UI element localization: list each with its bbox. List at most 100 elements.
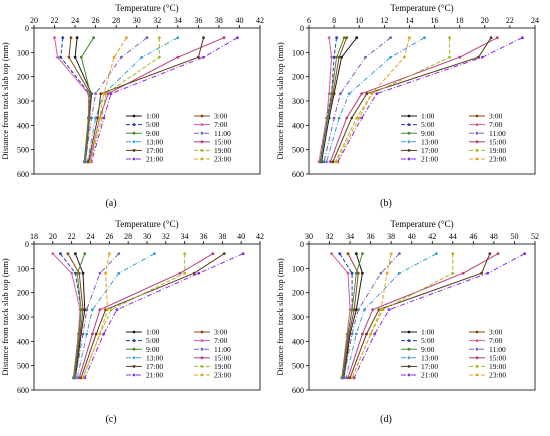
legend-label: 13:00	[421, 353, 438, 362]
legend-swatch-marker	[132, 347, 136, 351]
data-point	[73, 55, 77, 59]
data-point	[360, 116, 364, 120]
legend-swatch-marker	[200, 347, 204, 351]
legend-item: 13:00	[401, 137, 438, 146]
legend-label: 13:00	[421, 137, 438, 146]
data-point	[361, 271, 364, 275]
data-point	[92, 36, 95, 40]
x-tick-label: 30	[133, 16, 141, 25]
series-line	[84, 37, 148, 162]
series-23:00	[81, 252, 111, 380]
legend-swatch-marker	[475, 373, 479, 377]
data-point	[79, 55, 83, 59]
series-line	[86, 37, 179, 162]
data-point	[89, 92, 92, 96]
legend-swatch-marker	[200, 339, 204, 342]
legend-label: 19:00	[214, 146, 231, 155]
series-15:00	[77, 252, 215, 380]
legend-swatch-marker	[475, 339, 479, 342]
data-point	[119, 55, 123, 59]
legend-swatch-marker	[407, 339, 411, 342]
x-tick-label: 40	[408, 232, 416, 241]
data-point	[318, 160, 322, 164]
legend-item: 1:00	[401, 328, 435, 337]
x-tick-label: 42	[428, 232, 436, 241]
legend-label: 9:00	[421, 129, 435, 138]
data-point	[356, 271, 360, 275]
legend-item: 3:00	[194, 112, 228, 121]
x-tick-label: 50	[510, 232, 518, 241]
legend-item: 21:00	[126, 371, 163, 380]
data-point	[66, 252, 70, 256]
legend-swatch-marker	[407, 365, 411, 368]
data-point	[451, 271, 455, 275]
x-tick-label: 28	[124, 232, 132, 241]
data-point	[117, 252, 121, 256]
series-line	[353, 253, 525, 379]
series-19:00	[350, 252, 455, 380]
legend-swatch-marker	[132, 365, 136, 368]
x-axis-label: Temperature (°C)	[115, 3, 178, 13]
data-point	[371, 308, 375, 312]
series-23:00	[335, 36, 411, 164]
data-point	[398, 252, 401, 256]
legend-item: 19:00	[469, 146, 506, 155]
x-tick-label: 20	[481, 16, 489, 25]
data-point	[332, 55, 336, 59]
data-point	[373, 332, 377, 336]
data-point	[222, 36, 226, 40]
chart-panel-2: 6 8 10 12 14 16 18 20 22 24 Temperature (°C) 0 100 20…	[275, 3, 539, 209]
series-line	[318, 37, 333, 162]
y-axis-label: Distance from track slab top (mm)	[0, 258, 10, 375]
legend-item: 11:00	[469, 129, 506, 138]
x-tick-label: 34	[181, 232, 189, 241]
legend-item: 3:00	[194, 328, 228, 337]
legend-swatch-marker	[475, 114, 479, 118]
data-point	[335, 36, 338, 40]
legend-label: 21:00	[146, 155, 163, 164]
data-point	[59, 252, 62, 256]
data-point	[389, 252, 393, 256]
legend-swatch-marker	[132, 114, 136, 118]
data-point	[81, 376, 85, 380]
legend-swatch-marker	[200, 114, 204, 118]
legend: 1:00 3:00 5:00 7:00 9:00 11:00 13:00 15:00 17:00…	[401, 328, 506, 380]
x-tick-label: 24	[87, 232, 95, 241]
legend-label: 11:00	[489, 129, 506, 138]
data-point	[85, 308, 89, 312]
legend-item: 13:00	[401, 353, 438, 362]
series-line	[337, 37, 523, 163]
x-tick-label: 38	[387, 232, 395, 241]
data-point	[347, 92, 351, 96]
data-point	[379, 271, 383, 275]
data-point	[176, 36, 180, 40]
legend-label: 19:00	[489, 362, 506, 371]
data-point	[98, 116, 102, 120]
legend-label: 23:00	[489, 371, 506, 380]
legend-item: 23:00	[194, 371, 231, 380]
legend-item: 15:00	[469, 137, 506, 146]
y-tick-label: 200	[17, 289, 29, 298]
x-tick-label: 22	[68, 232, 76, 241]
data-point	[361, 332, 364, 336]
series-17:00	[87, 36, 205, 164]
legend-swatch-marker	[132, 330, 136, 334]
x-tick-label: 26	[92, 16, 100, 25]
data-point	[364, 55, 367, 59]
legend-swatch-marker	[475, 330, 479, 334]
data-point	[102, 332, 106, 336]
chart-panel-3: 18 20 22 24 26 28 30 32 34 36 38 40 42 Temperature (°…	[0, 219, 264, 425]
legend-label: 3:00	[214, 328, 228, 337]
x-axis-label: Temperature (°C)	[390, 219, 453, 229]
y-tick-label: 400	[17, 337, 29, 346]
legend-item: 17:00	[401, 146, 438, 155]
data-point	[361, 252, 364, 256]
data-point	[342, 376, 346, 380]
data-point	[94, 92, 97, 96]
data-point	[211, 252, 215, 256]
legend-swatch-marker	[475, 123, 479, 126]
y-axis-label: Distance from track slab top (mm)	[275, 42, 285, 159]
data-point	[335, 160, 338, 164]
